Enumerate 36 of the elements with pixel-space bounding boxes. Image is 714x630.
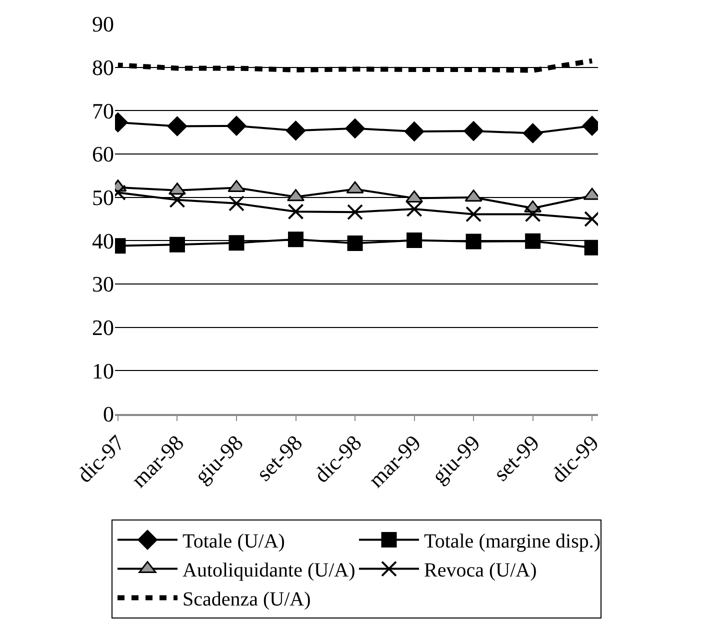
point [406,232,422,248]
y-tick-label: 10 [92,358,114,384]
point [345,118,365,138]
y-tick-label: 30 [92,272,114,297]
point [406,201,422,218]
point [226,116,246,136]
legend-label: Autoliquidante (U/A) [182,560,356,582]
point [228,195,244,212]
point [286,120,306,140]
legend-label: Totale (U/A) [182,530,285,553]
point [167,116,188,136]
point [288,232,304,248]
y-tick-label: 90 [92,12,114,37]
point [525,233,541,249]
point [169,236,185,252]
y-tick-label: 60 [92,142,114,167]
point [228,235,244,251]
point [466,234,482,250]
y-tick-label: 70 [92,98,114,124]
point [466,206,482,222]
y-tick-label: 50 [92,185,114,210]
point [347,204,364,220]
y-tick-label: 40 [92,228,114,254]
point [288,204,304,220]
y-tick-label: 80 [92,55,114,80]
y-tick-label: 20 [92,315,114,340]
legend-label: Revoca (U/A) [424,560,537,582]
y-tick-label: 0 [103,402,114,427]
legend-label: Totale (margine disp.) [424,530,601,553]
point [404,122,424,142]
point [169,192,186,208]
legend-label: Scadenza (U/A) [182,588,311,611]
point [524,206,541,222]
point [464,121,484,141]
point [522,123,543,144]
point [347,236,363,252]
